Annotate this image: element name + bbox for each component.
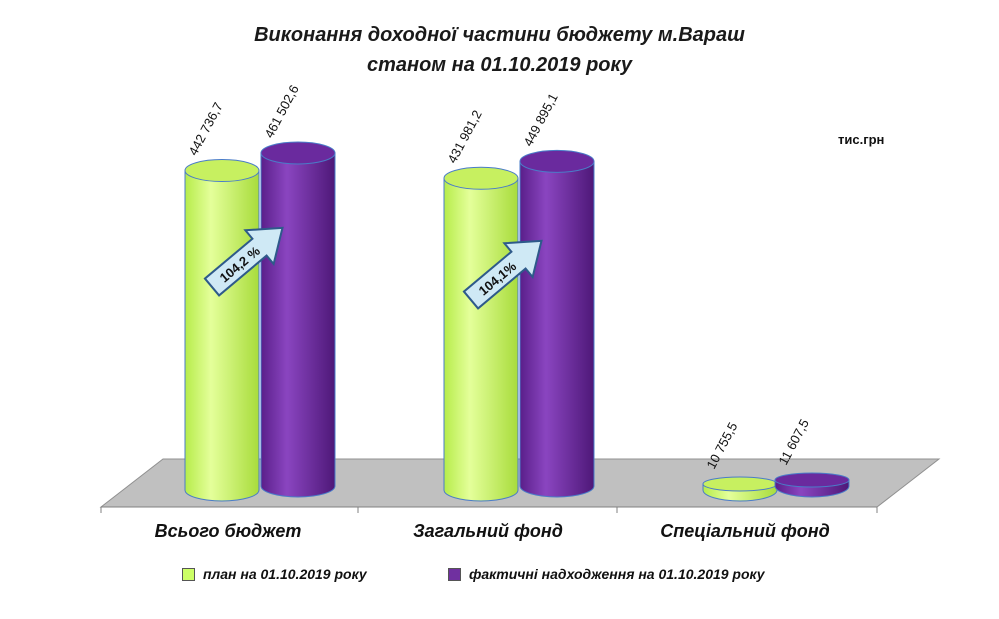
- chart-title-line2: станом на 01.10.2019 року: [366, 54, 633, 76]
- bar-plan-1: [184, 170, 260, 502]
- value-label-actual-2: 449 895,1: [520, 91, 560, 149]
- legend-label-plan: план на 01.10.2019 року: [203, 566, 367, 582]
- value-label-actual-1: 461 502,6: [261, 82, 301, 140]
- bar-top-plan-3: [702, 476, 778, 492]
- legend-swatch-actual: [448, 567, 461, 581]
- bar-top-actual-1: [260, 141, 336, 165]
- value-label-plan-1: 442 736,7: [185, 100, 225, 158]
- chart-title-line1: Виконання доходної частини бюджету м.Вар…: [254, 24, 745, 46]
- category-label-general: Загальний фонд: [413, 521, 563, 541]
- unit-label: тис.грн: [838, 132, 885, 147]
- legend-item-actual: фактичні надходження на 01.10.2019 року: [448, 566, 765, 582]
- legend-label-actual: фактичні надходження на 01.10.2019 року: [469, 566, 765, 582]
- percent-arrow-shape: [462, 239, 543, 310]
- legend: план на 01.10.2019 року фактичні надходж…: [0, 566, 999, 586]
- bar-top-plan-2: [443, 166, 519, 190]
- bar-top-actual-3: [774, 472, 850, 488]
- percent-arrow-shape: [203, 226, 284, 297]
- category-label-special: Спеціальний фонд: [660, 521, 830, 541]
- category-label-total: Всього бюджет: [154, 521, 302, 541]
- bar-plan-2: [443, 177, 519, 502]
- bar-actual-1: [260, 152, 336, 498]
- value-label-plan-2: 431 981,2: [444, 108, 484, 166]
- bar-actual-2: [519, 160, 595, 498]
- bar-top-plan-1: [184, 159, 260, 183]
- bar-top-actual-2: [519, 149, 595, 173]
- legend-item-plan: план на 01.10.2019 року: [182, 566, 367, 582]
- legend-swatch-plan: [182, 567, 195, 581]
